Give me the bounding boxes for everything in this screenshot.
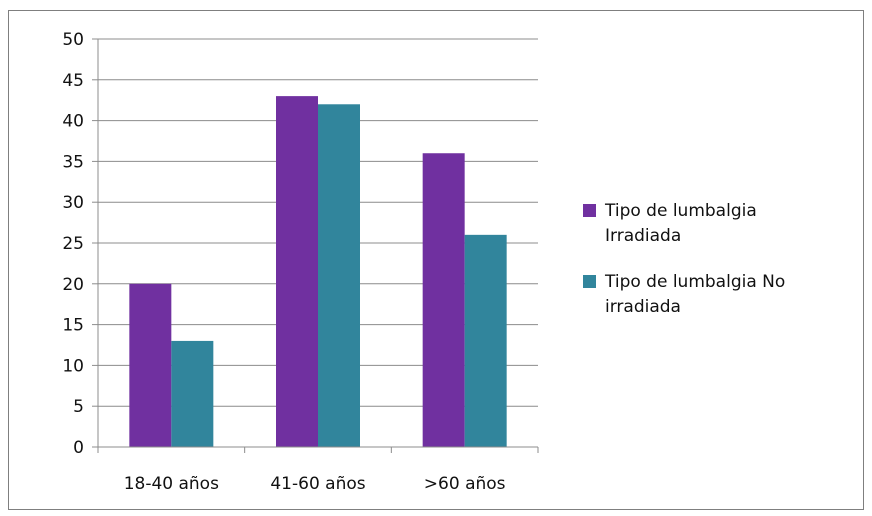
x-tick-label: 41-60 años (270, 474, 365, 494)
bar-chart: 0 5 10 15 20 25 30 35 40 45 50 18-40 años 41-60 años… (62, 30, 785, 494)
y-tick-label: 0 (73, 438, 84, 458)
x-tick-label: 18-40 años (124, 474, 219, 494)
y-tick-label: 40 (62, 112, 84, 132)
chart-frame: 0 5 10 15 20 25 30 35 40 45 50 18-40 años 41-60 años… (8, 10, 864, 510)
bar-irradiada (276, 96, 318, 448)
y-tick-label: 20 (62, 275, 84, 295)
legend-label: irradiada (605, 297, 681, 317)
y-tick-label: 45 (62, 71, 84, 91)
y-tick-label: 35 (62, 152, 84, 172)
bars (129, 96, 507, 448)
bar-irradiada (422, 153, 465, 448)
legend-label: Tipo de lumbalgia No (604, 272, 785, 292)
y-tick-label: 30 (62, 193, 84, 213)
axes: 0 5 10 15 20 25 30 35 40 45 50 18-40 años 41-60 años… (62, 30, 539, 494)
bar-irradiada (129, 283, 172, 447)
legend-label: Irradiada (605, 226, 681, 246)
y-tick-label: 10 (62, 356, 84, 376)
legend-swatch (583, 275, 596, 288)
y-tick-label: 15 (62, 316, 84, 336)
legend: Tipo de lumbalgia Irradiada Tipo de lumbal… (583, 201, 785, 317)
legend-swatch (583, 204, 596, 217)
y-tick-label: 25 (62, 234, 84, 254)
x-tick-label: >60 años (424, 474, 506, 494)
y-tick-label: 50 (62, 30, 84, 50)
bar-no-irradiada (318, 104, 360, 447)
bar-no-irradiada (171, 340, 214, 447)
y-tick-label: 5 (73, 397, 84, 417)
bar-no-irradiada (464, 234, 507, 447)
legend-label: Tipo de lumbalgia (604, 201, 757, 221)
